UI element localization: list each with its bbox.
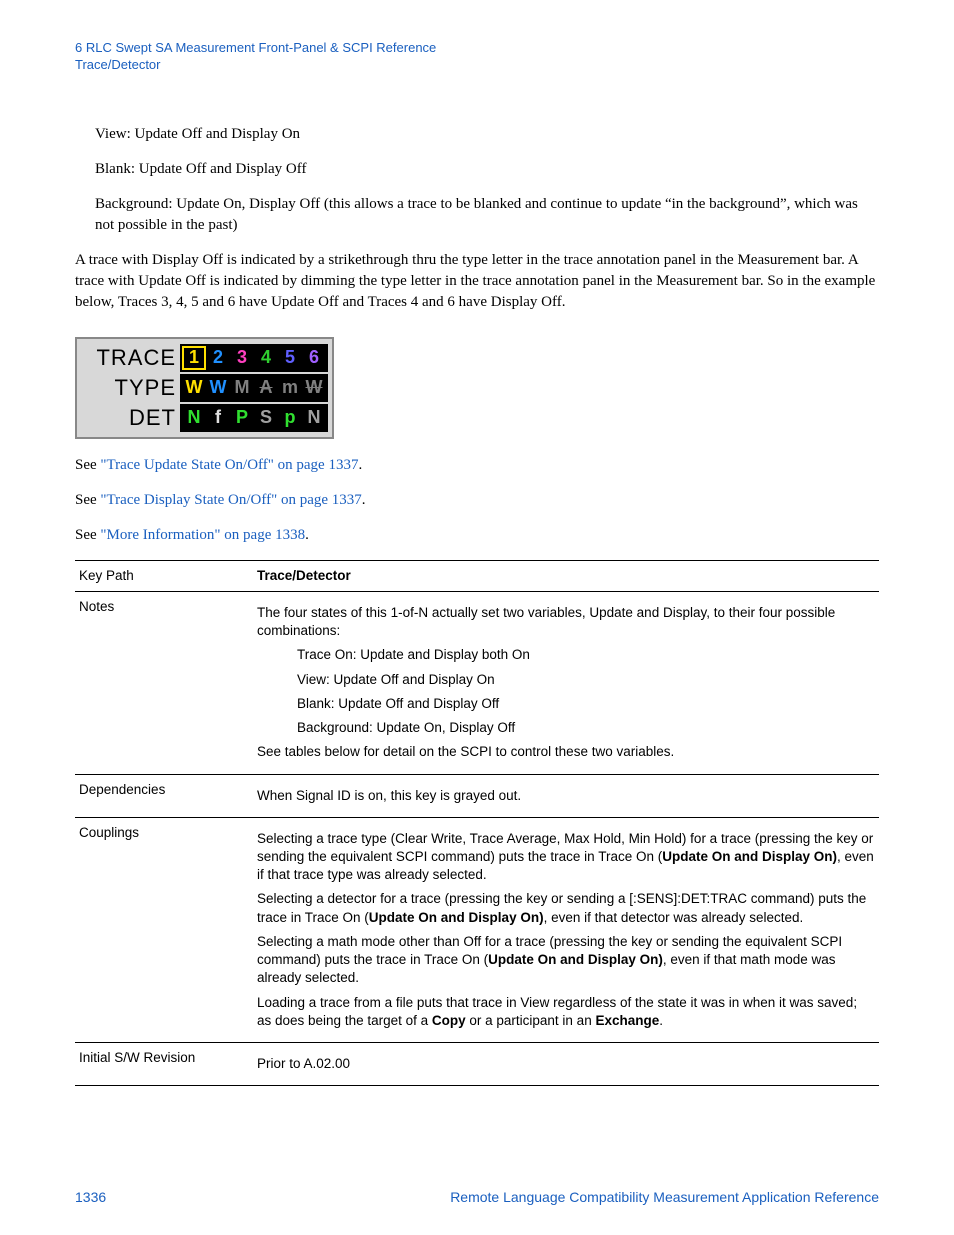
see-line-3: See "More Information" on page 1338. [75, 525, 879, 546]
table-key: Key Path [75, 560, 253, 591]
det-cells: NfPSpN [180, 404, 328, 432]
see-pre: See [75, 527, 100, 543]
table-value: Selecting a trace type (Clear Write, Tra… [253, 817, 879, 1042]
panel-cell: W [206, 376, 230, 400]
panel-cell: 2 [206, 346, 230, 370]
body-p4: A trace with Display Off is indicated by… [75, 250, 879, 313]
table-key: Initial S/W Revision [75, 1042, 253, 1085]
page-footer: 1336 Remote Language Compatibility Measu… [75, 1189, 879, 1205]
panel-cell: 3 [230, 346, 254, 370]
trace-label: TRACE [81, 345, 180, 371]
panel-cell: 6 [302, 346, 326, 370]
panel-cell: p [278, 406, 302, 430]
table-row: NotesThe four states of this 1-of-N actu… [75, 592, 879, 775]
table-row: Key PathTrace/Detector [75, 560, 879, 591]
panel-cell: N [302, 406, 326, 430]
link-more-info[interactable]: "More Information" on page 1338 [100, 527, 305, 543]
trace-cells: 123456 [180, 344, 328, 372]
panel-cell: N [182, 406, 206, 430]
panel-cell: f [206, 406, 230, 430]
table-key: Notes [75, 592, 253, 775]
panel-cell: m [278, 376, 302, 400]
table-value: When Signal ID is on, this key is grayed… [253, 774, 879, 817]
panel-cell: 4 [254, 346, 278, 370]
table-row: Initial S/W RevisionPrior to A.02.00 [75, 1042, 879, 1085]
page-header: 6 RLC Swept SA Measurement Front-Panel &… [75, 40, 879, 74]
body-p2: Blank: Update Off and Display Off [95, 159, 879, 180]
panel-cell: W [182, 376, 206, 400]
period: . [362, 492, 366, 508]
table-key: Couplings [75, 817, 253, 1042]
panel-cell: A [254, 376, 278, 400]
header-line-1: 6 RLC Swept SA Measurement Front-Panel &… [75, 40, 879, 57]
see-pre: See [75, 457, 100, 473]
panel-cell: P [230, 406, 254, 430]
table-value: Trace/Detector [253, 560, 879, 591]
link-trace-display[interactable]: "Trace Display State On/Off" on page 133… [100, 492, 361, 508]
period: . [305, 527, 309, 543]
table-value: Prior to A.02.00 [253, 1042, 879, 1085]
panel-cell: 1 [182, 346, 206, 370]
type-row: TYPE WWMAmW [81, 373, 328, 403]
body-p3: Background: Update On, Display Off (this… [95, 194, 879, 236]
det-row: DET NfPSpN [81, 403, 328, 433]
see-line-1: See "Trace Update State On/Off" on page … [75, 455, 879, 476]
type-label: TYPE [81, 375, 180, 401]
table-row: CouplingsSelecting a trace type (Clear W… [75, 817, 879, 1042]
panel-cell: S [254, 406, 278, 430]
type-cells: WWMAmW [180, 374, 328, 402]
doc-title: Remote Language Compatibility Measuremen… [450, 1189, 879, 1205]
page: 6 RLC Swept SA Measurement Front-Panel &… [0, 0, 954, 1235]
period: . [358, 457, 362, 473]
header-line-2: Trace/Detector [75, 57, 879, 74]
see-pre: See [75, 492, 100, 508]
panel-cell: W [302, 376, 326, 400]
trace-annotation-panel: TRACE 123456 TYPE WWMAmW DET NfPSpN [75, 337, 334, 439]
body-p1: View: Update Off and Display On [95, 124, 879, 145]
det-label: DET [81, 405, 180, 431]
see-line-2: See "Trace Display State On/Off" on page… [75, 490, 879, 511]
reference-table: Key PathTrace/DetectorNotesThe four stat… [75, 560, 879, 1086]
panel-cell: 5 [278, 346, 302, 370]
panel-cell: M [230, 376, 254, 400]
page-number: 1336 [75, 1189, 106, 1205]
link-trace-update[interactable]: "Trace Update State On/Off" on page 1337 [100, 457, 358, 473]
trace-row: TRACE 123456 [81, 343, 328, 373]
table-key: Dependencies [75, 774, 253, 817]
table-value: The four states of this 1-of-N actually … [253, 592, 879, 775]
table-row: DependenciesWhen Signal ID is on, this k… [75, 774, 879, 817]
